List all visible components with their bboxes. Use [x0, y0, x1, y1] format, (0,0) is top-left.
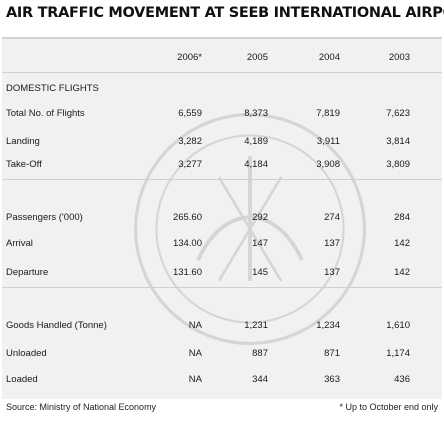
- cell-2005: 887: [252, 348, 268, 359]
- cell-2006: 3,282: [178, 136, 202, 147]
- cell-2006: NA: [188, 320, 202, 331]
- table-row-total-flights: Total No. of Flights 6,559 8,373 7,819 7…: [2, 102, 442, 126]
- cell-2003: 1,610: [386, 320, 410, 331]
- table-title: AIR TRAFFIC MOVEMENT AT SEEB INTERNATION…: [6, 5, 444, 21]
- footnote: * Up to October end only: [339, 402, 438, 412]
- section-heading-domestic: DOMESTIC FLIGHTS: [2, 77, 442, 101]
- header-2004: 2004: [318, 52, 340, 63]
- cell-2006: 134.00: [172, 238, 202, 249]
- cell-2005: 8,373: [244, 108, 268, 119]
- table-row-goods: Goods Handled (Tonne) NA 1,231 1,234 1,6…: [2, 314, 442, 338]
- cell-2006: NA: [188, 374, 202, 385]
- cell-2005: 4,189: [244, 136, 268, 147]
- header-2006: 2006*: [177, 52, 202, 63]
- row-label: Departure: [6, 267, 49, 278]
- table-row-passengers: Passengers ('000) 265.60 292 274 284: [2, 206, 442, 230]
- cell-2004: 871: [324, 348, 340, 359]
- cell-2005: 145: [252, 267, 268, 278]
- row-label: Arrival: [6, 238, 33, 249]
- source-note: Source: Ministry of National Economy: [6, 402, 157, 412]
- cell-2004: 7,819: [316, 108, 340, 119]
- cell-2003: 7,623: [386, 108, 410, 119]
- cell-2004: 274: [324, 212, 340, 223]
- cell-2003: 3,814: [386, 136, 410, 147]
- cell-2004: 137: [324, 267, 340, 278]
- cell-2005: 4,184: [244, 159, 268, 170]
- cell-2006: NA: [188, 348, 202, 359]
- cell-2005: 1,231: [244, 320, 268, 331]
- cell-2006: 3,277: [178, 159, 202, 170]
- header-divider: [2, 72, 442, 73]
- row-label: Total No. of Flights: [6, 108, 85, 119]
- cell-2006: 131.60: [172, 267, 202, 278]
- cell-2005: 292: [252, 212, 268, 223]
- row-label: Goods Handled (Tonne): [6, 320, 107, 331]
- header-2005: 2005: [246, 52, 268, 63]
- cell-2003: 142: [394, 238, 410, 249]
- header-2003: 2003: [388, 52, 410, 63]
- cell-2003: 3,809: [386, 159, 410, 170]
- table-row-takeoff: Take-Off 3,277 4,184 3,908 3,809: [2, 153, 442, 177]
- cell-2004: 137: [324, 238, 340, 249]
- section-divider: [2, 179, 442, 180]
- cell-2004: 3,908: [316, 159, 340, 170]
- cell-2003: 1,174: [386, 348, 410, 359]
- row-label: Passengers ('000): [6, 212, 83, 223]
- table-row-departure: Departure 131.60 145 137 142: [2, 261, 442, 285]
- cell-2005: 147: [252, 238, 268, 249]
- cell-2003: 284: [394, 212, 410, 223]
- cell-2006: 6,559: [178, 108, 202, 119]
- table-row-arrival: Arrival 134.00 147 137 142: [2, 232, 442, 256]
- section-divider: [2, 287, 442, 288]
- section-label: DOMESTIC FLIGHTS: [6, 83, 99, 94]
- row-label: Landing: [6, 136, 40, 147]
- cell-2003: 436: [394, 374, 410, 385]
- header-row: 2006* 2005 2004 2003: [2, 46, 442, 70]
- row-label: Loaded: [6, 374, 38, 385]
- cell-2005: 344: [252, 374, 268, 385]
- cell-2004: 363: [324, 374, 340, 385]
- cell-2003: 142: [394, 267, 410, 278]
- cell-2004: 3,911: [316, 136, 340, 147]
- cell-2006: 265.60: [172, 212, 202, 223]
- row-label: Unloaded: [6, 348, 47, 359]
- table-panel: 2006* 2005 2004 2003 DOMESTIC FLIGHTS To…: [2, 37, 442, 399]
- cell-2004: 1,234: [316, 320, 340, 331]
- table-row-loaded: Loaded NA 344 363 436: [2, 368, 442, 392]
- watermark-emblem-icon: [134, 113, 366, 345]
- table-row-landing: Landing 3,282 4,189 3,911 3,814: [2, 130, 442, 154]
- row-label: Take-Off: [6, 159, 42, 170]
- table-row-unloaded: Unloaded NA 887 871 1,174: [2, 342, 442, 366]
